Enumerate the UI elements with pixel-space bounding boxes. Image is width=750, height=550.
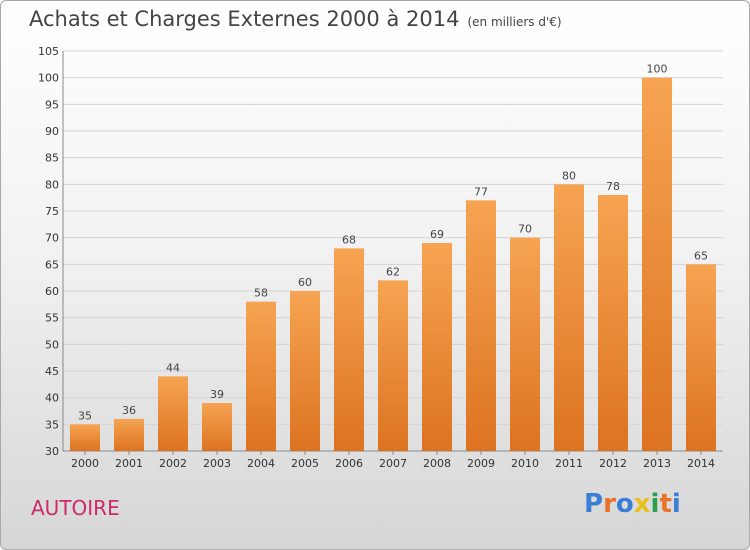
- bar[interactable]: [510, 237, 540, 451]
- data-label: 78: [606, 180, 620, 193]
- data-label: 39: [210, 388, 224, 401]
- x-tick-label: 2014: [687, 457, 715, 470]
- logo-letter: o: [615, 489, 634, 519]
- y-tick-label: 50: [45, 338, 59, 351]
- y-tick-label: 100: [38, 72, 59, 85]
- y-tick-label: 40: [45, 392, 59, 405]
- y-axis: 30 35 40 45 50 55 60 65 70 75 80 85 90 95 100 105: [38, 45, 723, 458]
- y-tick-label: 80: [45, 178, 59, 191]
- bar[interactable]: [466, 200, 496, 451]
- x-tick-label: 2007: [379, 457, 407, 470]
- y-tick-label: 45: [45, 365, 59, 378]
- y-tick-label: 95: [45, 98, 59, 111]
- data-label: 68: [342, 233, 356, 246]
- x-tick-label: 2009: [467, 457, 495, 470]
- data-label: 70: [518, 223, 532, 236]
- bar[interactable]: [202, 403, 232, 451]
- commune-name: AUTOIRE: [31, 496, 120, 520]
- bar[interactable]: [422, 243, 452, 451]
- bar[interactable]: [686, 264, 716, 451]
- bar[interactable]: [290, 291, 320, 451]
- x-tick-label: 2002: [159, 457, 187, 470]
- y-tick-label: 70: [45, 232, 59, 245]
- data-label: 58: [254, 287, 268, 300]
- x-tick-label: 2012: [599, 457, 627, 470]
- x-axis: 2000 2001 2002 2003 2004 2005 2006 2007 2008 2009…: [71, 451, 715, 470]
- x-tick-label: 2010: [511, 457, 539, 470]
- bar[interactable]: [642, 77, 672, 452]
- logo-letter: P: [584, 489, 604, 519]
- bar[interactable]: [334, 248, 364, 451]
- data-label: 80: [562, 169, 576, 182]
- chart-title: Achats et Charges Externes 2000 à 2014 (e…: [29, 7, 562, 31]
- x-tick-label: 2000: [71, 457, 99, 470]
- x-tick-label: 2005: [291, 457, 319, 470]
- bar[interactable]: [246, 301, 276, 451]
- bar[interactable]: [70, 424, 100, 451]
- y-tick-label: 30: [45, 445, 59, 458]
- x-tick-label: 2004: [247, 457, 275, 470]
- data-label: 60: [298, 276, 312, 289]
- data-label: 69: [430, 228, 444, 241]
- y-tick-label: 60: [45, 285, 59, 298]
- bar[interactable]: [114, 419, 144, 451]
- bar[interactable]: [554, 184, 584, 452]
- data-label: 100: [647, 63, 668, 76]
- y-tick-label: 55: [45, 312, 59, 325]
- data-label: 44: [166, 361, 180, 374]
- y-tick-label: 75: [45, 205, 59, 218]
- x-tick-label: 2011: [555, 457, 583, 470]
- y-tick-label: 85: [45, 152, 59, 165]
- x-tick-label: 2013: [643, 457, 671, 470]
- data-label: 77: [474, 185, 488, 198]
- data-label: 36: [122, 404, 136, 417]
- data-label: 65: [694, 249, 708, 262]
- logo-letter: x: [633, 489, 651, 519]
- bar[interactable]: [598, 195, 628, 451]
- y-tick-label: 65: [45, 258, 59, 271]
- logo-letter: i: [650, 489, 660, 519]
- proxiti-logo[interactable]: Proxiti: [584, 489, 681, 519]
- data-label: 35: [78, 409, 92, 422]
- bar[interactable]: [378, 280, 408, 451]
- y-tick-label: 35: [45, 418, 59, 431]
- x-tick-label: 2008: [423, 457, 451, 470]
- chart-subtitle: (en milliers d'€): [467, 15, 562, 29]
- data-label: 62: [386, 265, 400, 278]
- y-tick-label: 90: [45, 125, 59, 138]
- x-tick-label: 2006: [335, 457, 363, 470]
- x-tick-label: 2003: [203, 457, 231, 470]
- bar[interactable]: [158, 376, 188, 451]
- bars: 35 36 44 39 58 60 68 62 69 77 70 80 78 100 65: [70, 63, 716, 452]
- logo-letter: r: [603, 489, 616, 519]
- logo-letter: i: [671, 489, 681, 519]
- y-tick-label: 105: [38, 45, 59, 58]
- x-tick-label: 2001: [115, 457, 143, 470]
- logo-letter: t: [659, 489, 672, 519]
- chart-title-text: Achats et Charges Externes 2000 à 2014: [29, 7, 460, 31]
